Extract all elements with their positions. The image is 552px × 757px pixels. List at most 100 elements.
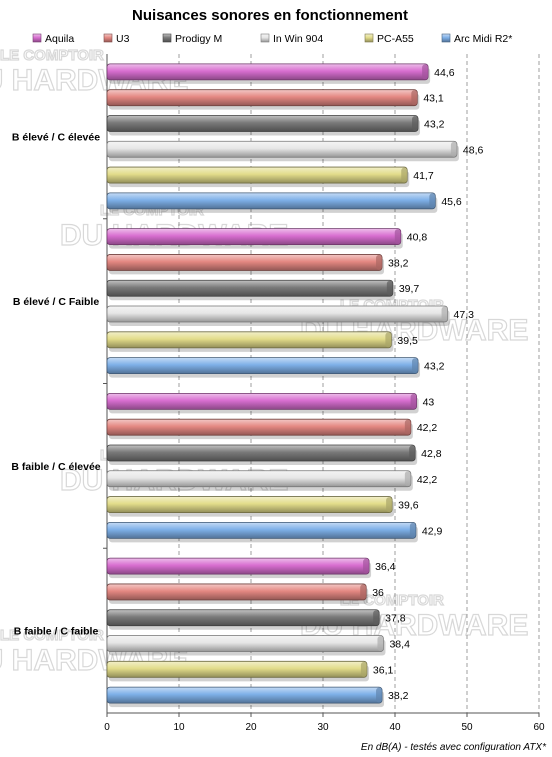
bar: 43,2 — [106, 115, 445, 136]
bar: 38,4 — [106, 635, 410, 656]
bar-rect — [106, 557, 370, 575]
category-label: B élevé / C élevée — [12, 131, 100, 143]
bar-rect — [106, 89, 418, 107]
legend-item: U3 — [103, 33, 130, 45]
legend-label: In Win 904 — [273, 33, 323, 45]
bar: 42,2 — [106, 470, 438, 491]
bar-rect — [106, 305, 448, 323]
bar: 43 — [106, 392, 435, 414]
bar-cap — [373, 610, 380, 626]
bar-rect — [106, 609, 380, 627]
data-label: 39,6 — [398, 500, 419, 512]
bar-cap — [386, 280, 393, 296]
data-label: 36,4 — [375, 561, 396, 573]
legend-swatch — [260, 33, 270, 43]
bar: 42,2 — [106, 418, 438, 440]
bar: 36,4 — [106, 557, 396, 579]
data-label: 44,6 — [434, 67, 455, 79]
bar: 36,1 — [106, 660, 394, 682]
x-tick-label: 50 — [461, 722, 473, 733]
data-label: 40,8 — [407, 232, 428, 244]
bar: 41,7 — [106, 166, 434, 188]
legend-label: Prodigy M — [175, 33, 222, 45]
bar-cap — [404, 419, 411, 435]
bar-cap — [386, 497, 393, 513]
bar-rect — [106, 357, 419, 375]
bar-rect — [106, 635, 384, 652]
data-label: 37,8 — [385, 613, 406, 625]
watermark-line1: LE COMPTOIR — [0, 627, 104, 644]
x-tick-label: 60 — [533, 722, 545, 733]
bar: 39,7 — [106, 279, 419, 301]
data-label: 43,2 — [424, 118, 445, 130]
bar-rect — [106, 660, 368, 678]
legend-item: PC-A55 — [364, 33, 414, 45]
bar-rect — [106, 392, 418, 410]
legend-item: Aquila — [32, 33, 74, 45]
bars-layer: 44,6 43,1 43,2 48,6 41,7 45,6 40,8 38,2 39,7 47,3… — [106, 63, 484, 708]
bar-rect — [106, 140, 458, 158]
category-label: B faible / C faible — [14, 626, 99, 638]
bar-rect — [106, 228, 402, 246]
bar: 48,6 — [106, 140, 484, 162]
x-tick-label: 40 — [389, 722, 401, 733]
bar: 39,6 — [106, 496, 419, 517]
category-label: B faible / C élevée — [11, 461, 100, 473]
bar-cap — [411, 90, 418, 106]
bar-rect — [106, 63, 429, 81]
bar-cap — [376, 254, 383, 270]
bar-rect — [106, 115, 419, 132]
bar-cap — [441, 306, 448, 322]
data-label: 39,5 — [397, 335, 418, 347]
legend-label: Aquila — [45, 33, 74, 45]
x-tick-label: 0 — [104, 722, 110, 733]
bar: 47,3 — [106, 305, 474, 327]
grid-lines — [178, 54, 540, 713]
bar: 39,5 — [106, 331, 418, 352]
legend-label: U3 — [116, 33, 130, 45]
bar-cap — [385, 332, 392, 348]
bar-rect — [106, 418, 412, 436]
legend: Aquila U3 Prodigy M In Win 904 PC-A55 Arc Mid… — [32, 33, 512, 45]
legend-label: Arc Midi R2* — [454, 33, 512, 45]
bar-cap — [363, 558, 370, 574]
data-label: 38,2 — [388, 257, 409, 269]
bar-rect — [106, 686, 383, 704]
data-label: 42,2 — [417, 474, 438, 486]
bar-cap — [404, 471, 411, 487]
data-label: 42,9 — [422, 525, 443, 537]
bar-cap — [410, 393, 417, 409]
bar: 45,6 — [106, 192, 462, 213]
bar: 37,8 — [106, 609, 406, 630]
bar-cap — [360, 584, 367, 600]
legend-swatch — [32, 33, 42, 43]
bar-cap — [409, 522, 416, 538]
data-label: 36,1 — [373, 664, 394, 676]
bar-cap — [377, 636, 384, 652]
bar-rect — [106, 444, 416, 462]
bar-cap — [409, 445, 416, 461]
data-label: 38,4 — [389, 639, 410, 651]
bar-cap — [412, 115, 419, 131]
bar-rect — [106, 331, 392, 349]
bar-cap — [429, 193, 436, 209]
tick-labels: 0 10 20 30 40 50 60 — [104, 713, 545, 733]
bar-rect — [106, 254, 383, 271]
bar: 36 — [106, 583, 384, 604]
bar-rect — [106, 521, 417, 539]
data-label: 41,7 — [413, 170, 434, 182]
bar: 42,8 — [106, 444, 442, 465]
bar: 43,2 — [106, 357, 445, 378]
bar: 40,8 — [106, 228, 428, 249]
legend-swatch — [441, 33, 451, 43]
bar: 42,9 — [106, 521, 443, 543]
bar-cap — [450, 141, 457, 157]
data-label: 42,2 — [417, 422, 438, 434]
data-label: 43 — [423, 396, 435, 408]
bar-cap — [376, 687, 383, 703]
data-label: 45,6 — [441, 196, 462, 208]
bar-rect — [106, 166, 408, 184]
data-label: 48,6 — [463, 144, 484, 156]
x-tick-label: 30 — [317, 722, 329, 733]
